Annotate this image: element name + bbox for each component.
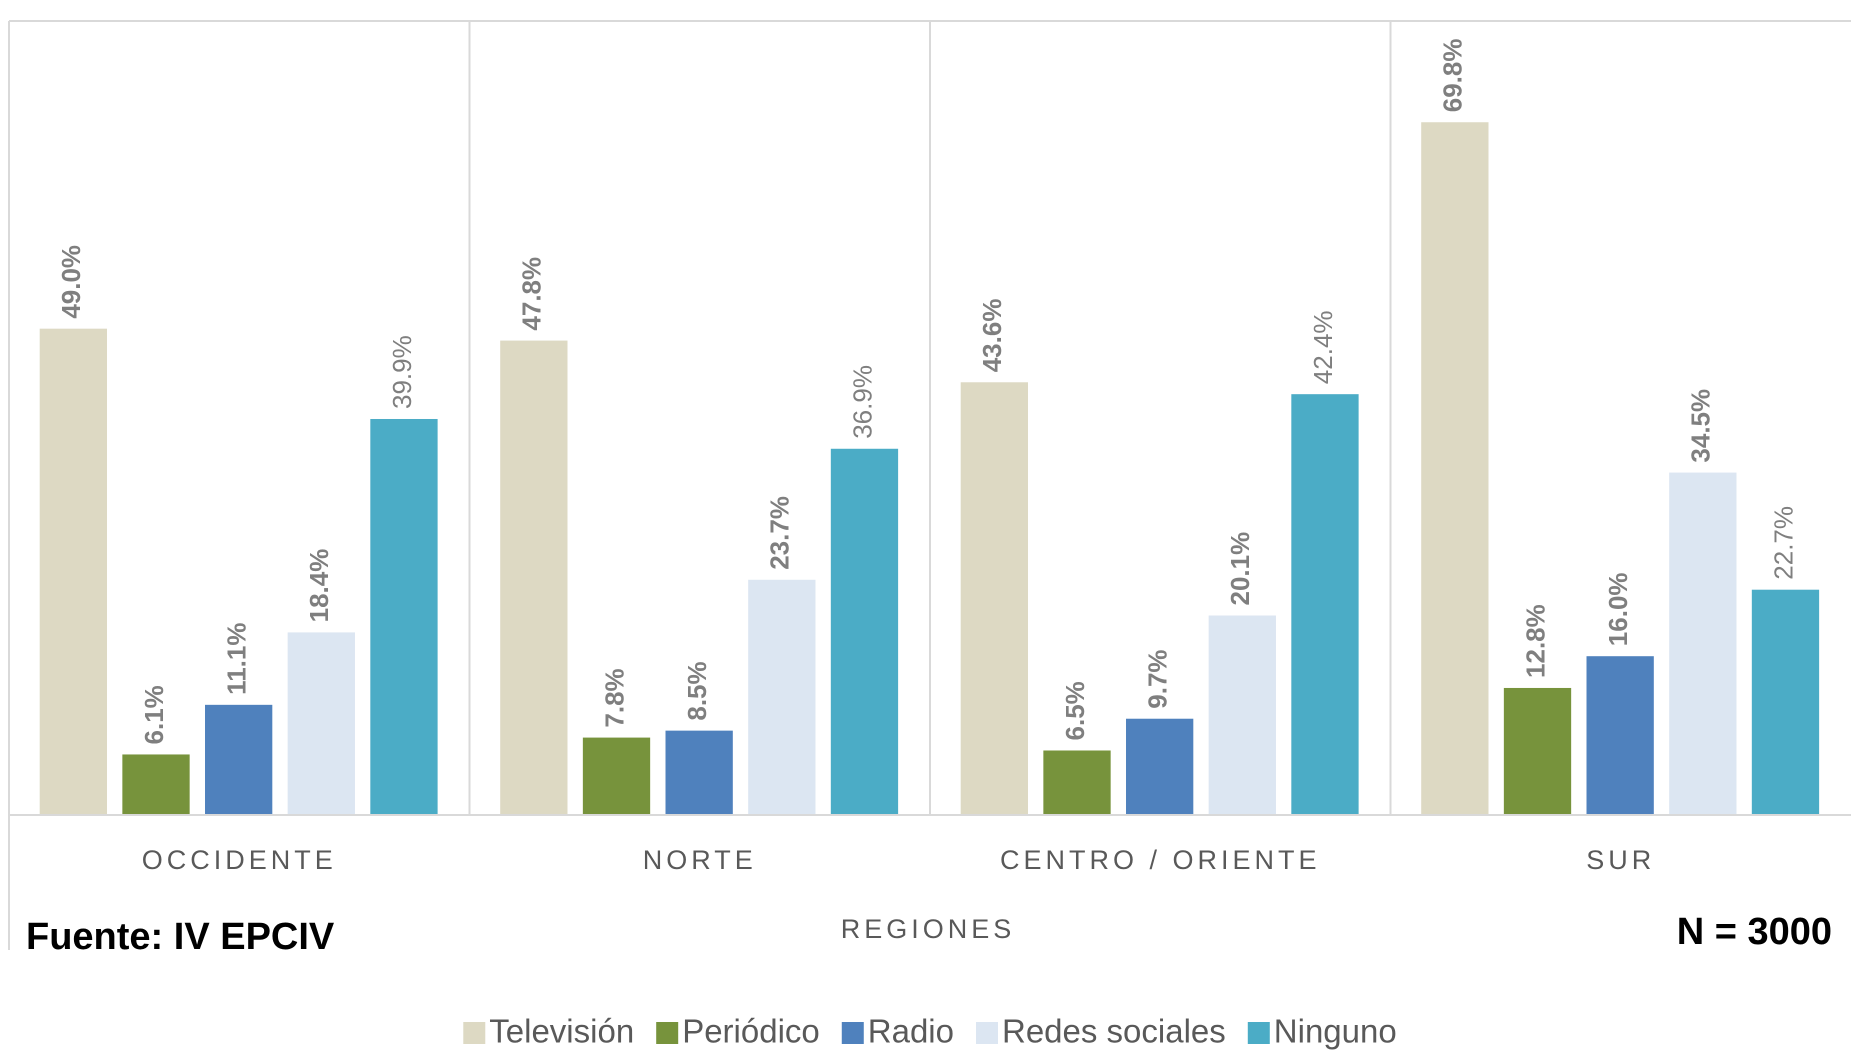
data-label: 42.4% xyxy=(1308,310,1338,384)
legend-label: Televisión xyxy=(489,1013,634,1050)
bar xyxy=(1503,687,1572,815)
data-label: 23.7% xyxy=(765,496,795,570)
x-tick-label: SUR xyxy=(1586,845,1655,875)
data-label: 47.8% xyxy=(517,257,547,331)
bar xyxy=(1043,750,1111,815)
bar xyxy=(205,704,273,815)
bar xyxy=(370,418,438,815)
legend-label: Periódico xyxy=(682,1013,820,1050)
data-label: 6.1% xyxy=(139,685,169,744)
data-label: 69.8% xyxy=(1438,39,1468,113)
bar xyxy=(1751,589,1820,815)
data-label: 12.8% xyxy=(1520,604,1550,678)
data-label: 6.5% xyxy=(1060,681,1090,740)
data-label: 43.6% xyxy=(977,299,1007,373)
data-label: 18.4% xyxy=(304,549,334,623)
bar xyxy=(665,730,733,815)
bar xyxy=(1208,615,1276,815)
bar xyxy=(122,754,190,815)
legend-swatch xyxy=(841,1022,864,1044)
bar xyxy=(830,448,899,815)
x-tick-label: OCCIDENTE xyxy=(142,845,337,875)
bar xyxy=(39,328,108,815)
data-label: 36.9% xyxy=(847,365,877,439)
data-label: 20.1% xyxy=(1225,532,1255,606)
x-tick-label: CENTRO / ORIENTE xyxy=(1000,845,1321,875)
x-axis-label: REGIONES xyxy=(841,914,1016,944)
legend-label: Radio xyxy=(868,1013,954,1050)
bar xyxy=(500,340,568,815)
bar xyxy=(1291,394,1359,815)
data-label: 22.7% xyxy=(1768,506,1798,580)
legend-swatch xyxy=(1247,1022,1270,1044)
bar xyxy=(748,579,816,815)
legend-swatch xyxy=(656,1022,679,1044)
data-label: 11.1% xyxy=(222,623,252,695)
data-label: 7.8% xyxy=(599,668,629,727)
annotation: Fuente: IV EPCIV xyxy=(26,916,335,958)
legend-label: Redes sociales xyxy=(1002,1013,1226,1050)
bar xyxy=(1126,718,1194,815)
data-label: 39.9% xyxy=(387,335,417,409)
data-label: 9.7% xyxy=(1143,649,1173,708)
bar xyxy=(1669,472,1737,815)
bar xyxy=(1421,122,1489,816)
legend-label: Ninguno xyxy=(1274,1013,1397,1050)
x-tick-label: NORTE xyxy=(643,845,757,875)
data-label: 34.5% xyxy=(1686,389,1716,463)
bar xyxy=(960,382,1029,815)
data-label: 49.0% xyxy=(56,245,86,319)
bar xyxy=(582,737,651,815)
bar xyxy=(287,632,355,815)
data-label: 16.0% xyxy=(1603,572,1633,646)
data-label: 8.5% xyxy=(682,661,712,720)
annotation: N = 3000 xyxy=(1677,911,1832,953)
bar xyxy=(1586,656,1654,815)
legend-swatch xyxy=(463,1022,486,1044)
legend-swatch xyxy=(976,1022,999,1044)
